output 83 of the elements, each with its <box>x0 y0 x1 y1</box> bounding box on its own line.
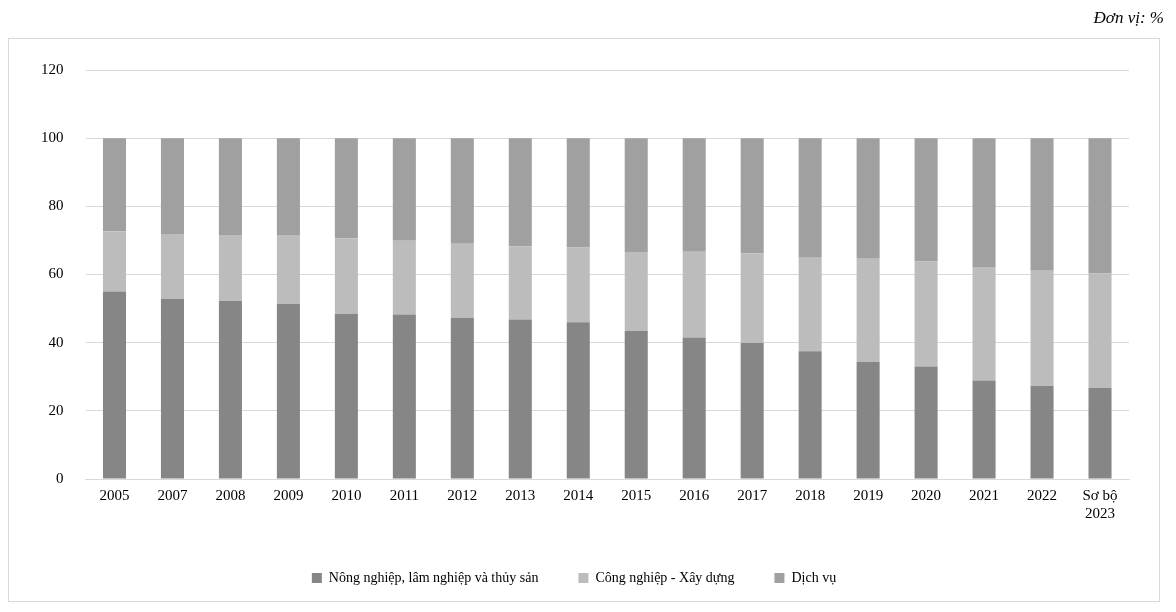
bar <box>1030 270 1054 386</box>
bar <box>334 238 358 314</box>
bar <box>566 322 590 479</box>
bar <box>972 138 996 267</box>
bar <box>450 138 474 244</box>
bar <box>392 138 416 241</box>
bar <box>508 138 532 247</box>
x-tick-label: 2009 <box>273 486 304 503</box>
bar <box>276 138 300 235</box>
x-tick-label: Sơ bộ 2023 <box>1082 486 1118 521</box>
bar <box>102 291 127 479</box>
y-tick-label: 20 <box>48 401 64 418</box>
bar <box>856 258 880 363</box>
bar <box>1088 388 1112 479</box>
y-tick-label: 100 <box>41 129 64 146</box>
bar <box>566 247 590 323</box>
bar <box>392 240 416 315</box>
x-tick-label: 2018 <box>795 486 826 503</box>
y-tick-label: 80 <box>48 197 64 214</box>
bar <box>334 313 358 479</box>
bar <box>682 251 706 338</box>
bar <box>276 303 300 479</box>
bar <box>624 331 648 479</box>
text: Đơn vị: % <box>1093 8 1164 27</box>
legend-label: Nông nghiệp, lâm nghiệp và thủy sản <box>328 569 539 585</box>
bar <box>740 138 764 254</box>
x-tick-label: 2012 <box>447 486 478 503</box>
bar <box>856 362 880 479</box>
bar <box>160 138 184 234</box>
legend-label: Công nghiệp - Xây dựng <box>595 569 735 585</box>
bar <box>856 138 880 259</box>
bar <box>798 351 822 479</box>
bar <box>218 138 242 235</box>
x-tick-label: 2011 <box>389 486 420 503</box>
bar <box>740 253 764 344</box>
bar <box>450 243 474 318</box>
bar <box>1030 138 1054 271</box>
x-tick-label: 2015 <box>621 486 652 503</box>
x-tick-label: 2010 <box>331 486 362 503</box>
bar <box>450 317 474 479</box>
y-tick-label: 40 <box>48 333 64 350</box>
bar <box>1030 385 1054 479</box>
bar <box>624 252 648 332</box>
x-tick-label: 2007 <box>157 486 188 503</box>
y-tick-label: 60 <box>48 265 64 282</box>
x-tick-label: 2013 <box>505 486 536 503</box>
bar <box>102 231 127 292</box>
bar <box>102 138 127 232</box>
bar <box>624 138 648 253</box>
bar <box>566 138 590 248</box>
x-tick-label: 2021 <box>969 486 1000 503</box>
bar <box>798 257 822 352</box>
y-tick-label: 120 <box>41 60 64 77</box>
bar <box>682 337 706 479</box>
x-tick-label: 2022 <box>1027 486 1058 503</box>
bar <box>508 246 532 320</box>
y-tick-label: 0 <box>56 469 64 486</box>
x-tick-label: 2017 <box>737 486 768 503</box>
legend-label: Dịch vụ <box>791 569 837 585</box>
bar <box>798 138 822 258</box>
bar <box>160 299 184 479</box>
bar <box>334 138 358 239</box>
bar <box>276 234 300 304</box>
x-tick-label: 2016 <box>679 486 710 503</box>
bar <box>914 261 938 367</box>
bar <box>914 366 938 479</box>
bar <box>1088 273 1112 388</box>
x-tick-label: 2005 <box>99 486 130 503</box>
bar <box>392 314 416 479</box>
bar <box>218 301 242 479</box>
bar <box>160 233 184 300</box>
bar <box>218 234 242 302</box>
bar <box>508 319 532 479</box>
bar <box>914 138 938 262</box>
bar <box>972 380 996 479</box>
x-tick-label: 2014 <box>563 486 594 503</box>
bar <box>972 267 996 381</box>
bar <box>1088 138 1112 274</box>
x-tick-label: 2019 <box>853 486 884 503</box>
bar <box>682 138 706 252</box>
x-tick-label: 2008 <box>215 486 246 503</box>
x-tick-label: 2020 <box>911 486 942 503</box>
bar <box>740 343 764 479</box>
